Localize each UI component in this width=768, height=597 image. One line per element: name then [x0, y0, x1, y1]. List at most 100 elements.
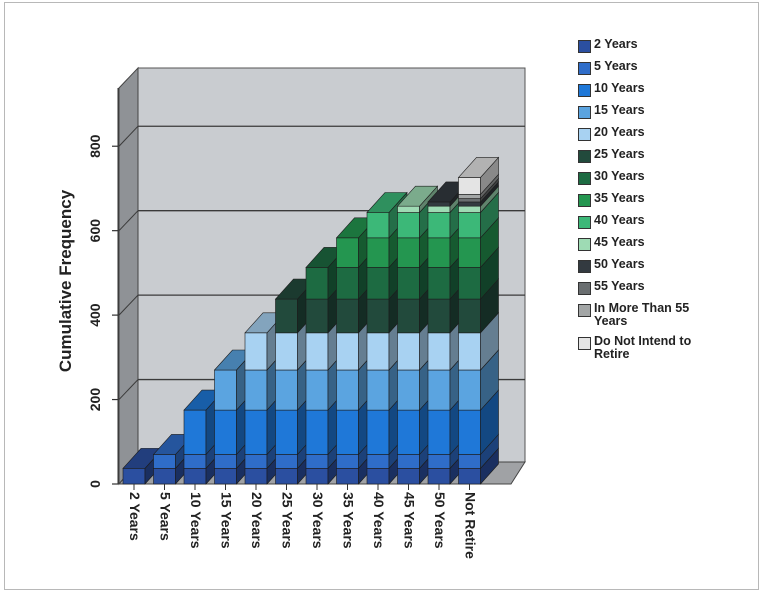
x-tick-label: 30 Years: [310, 492, 326, 549]
bar-segment-front: [275, 369, 298, 411]
y-axis-title: Cumulative Frequency: [56, 189, 75, 372]
bar-top: [396, 185, 439, 207]
legend-item: Do Not Intend to Retire: [578, 335, 748, 361]
bar-segment-front: [366, 298, 390, 334]
legend-label: 45 Years: [594, 235, 645, 249]
bar-segment-front: [366, 369, 390, 411]
legend-swatch: [578, 128, 591, 141]
gridline-side: [118, 379, 139, 400]
bar-segment-front: [244, 409, 268, 455]
y-tick-label: 800: [87, 134, 103, 158]
bar-segment-front: [458, 177, 481, 195]
x-tick-label: 2 Years: [127, 492, 143, 541]
legend-item: 35 Years: [578, 192, 748, 207]
bar-segment-front: [366, 409, 390, 455]
chart-frame: [4, 2, 759, 590]
bar-segment-front: [397, 369, 420, 411]
bar-segment-front: [336, 332, 359, 371]
bar-segment-front: [244, 454, 268, 469]
x-tick-label: 5 Years: [158, 492, 174, 541]
bar-segment-front: [458, 237, 481, 268]
legend-item: 40 Years: [578, 214, 748, 229]
legend-swatch: [578, 62, 591, 75]
bar-segment-front: [427, 468, 451, 485]
bar-segment-front: [397, 205, 420, 213]
legend-label: 20 Years: [594, 125, 645, 139]
bar-segment-front: [458, 201, 481, 207]
legend-item: 30 Years: [578, 170, 748, 185]
bar-top: [366, 192, 408, 213]
bar-segment-front: [336, 298, 359, 334]
bar-segment-front: [366, 237, 390, 268]
bar-segment-front: [153, 468, 176, 485]
legend-swatch: [578, 337, 591, 350]
legend-swatch: [578, 194, 591, 207]
legend-item: 50 Years: [578, 258, 748, 273]
bar-segment-front: [366, 454, 390, 469]
bar-segment: [458, 312, 499, 371]
bar-segment-front: [397, 409, 420, 455]
bar-segment-front: [397, 298, 420, 334]
x-tick-label: 35 Years: [341, 492, 357, 549]
bar-segment-front: [183, 468, 207, 485]
bar-segment-front: [244, 468, 268, 485]
bar-segment-front: [397, 212, 420, 239]
x-tick-label: 40 Years: [371, 492, 387, 549]
bar-segment-front: [458, 332, 481, 371]
legend-label: 5 Years: [594, 59, 638, 73]
bar-segment-front: [305, 369, 329, 411]
legend-label: 30 Years: [594, 169, 645, 183]
bar-segment-front: [458, 267, 481, 300]
x-tick-label: Not Retire: [463, 492, 479, 559]
bar-segment-front: [214, 409, 237, 455]
bar-segment-front: [275, 298, 298, 334]
legend-swatch: [578, 106, 591, 119]
plot-left-wall: [118, 66, 139, 486]
bar-segment: [458, 278, 499, 334]
bar-segment-front: [458, 194, 481, 199]
bar-segment-front: [427, 298, 451, 334]
bar-segment-front: [275, 409, 298, 455]
bar-segment-front: [305, 298, 329, 334]
bar-segment-front: [336, 369, 359, 411]
bar-segment-front: [366, 332, 390, 371]
legend-item: 2 Years: [578, 38, 748, 53]
legend-label: 25 Years: [594, 147, 645, 161]
gridline-side: [118, 294, 139, 316]
legend-item: 15 Years: [578, 104, 748, 119]
bar-segment-front: [458, 198, 481, 203]
gridline-side: [118, 125, 139, 147]
bar-segment-front: [183, 454, 207, 469]
bar-segment-front: [397, 468, 420, 485]
bar-segment-front: [427, 212, 451, 239]
legend-item: 5 Years: [578, 60, 748, 75]
bar-segment-front: [336, 267, 359, 300]
bar-segment-front: [427, 369, 451, 411]
bar-segment-front: [305, 468, 329, 485]
bar-segment-front: [122, 468, 146, 485]
bar-segment-front: [458, 205, 481, 213]
x-tick-label: 20 Years: [249, 492, 265, 549]
x-tick-label: 45 Years: [402, 492, 418, 549]
legend-label: 50 Years: [594, 257, 645, 271]
bar-segment-front: [305, 454, 329, 469]
bar-segment-front: [214, 454, 237, 469]
legend-item: In More Than 55 Years: [578, 302, 748, 328]
legend-label: 40 Years: [594, 213, 645, 227]
legend-item: 55 Years: [578, 280, 748, 295]
bar-segment-front: [427, 454, 451, 469]
bar-segment-front: [244, 332, 268, 371]
bar-top: [457, 157, 500, 178]
legend-swatch: [578, 282, 591, 295]
legend-swatch: [578, 172, 591, 185]
bar-segment-front: [305, 409, 329, 455]
legend-swatch: [578, 260, 591, 273]
bar-segment: [458, 217, 499, 269]
legend-swatch: [578, 150, 591, 163]
chart-plot: 0 200 400 600 800 2 Years 5 Years 10 Years 15 Ye…: [56, 66, 526, 559]
y-tick-label: 0: [87, 480, 103, 488]
bar-segment-front: [397, 332, 420, 371]
bar-segment-front: [427, 267, 451, 300]
bar-segment-front: [153, 454, 176, 469]
legend-swatch: [578, 84, 591, 97]
